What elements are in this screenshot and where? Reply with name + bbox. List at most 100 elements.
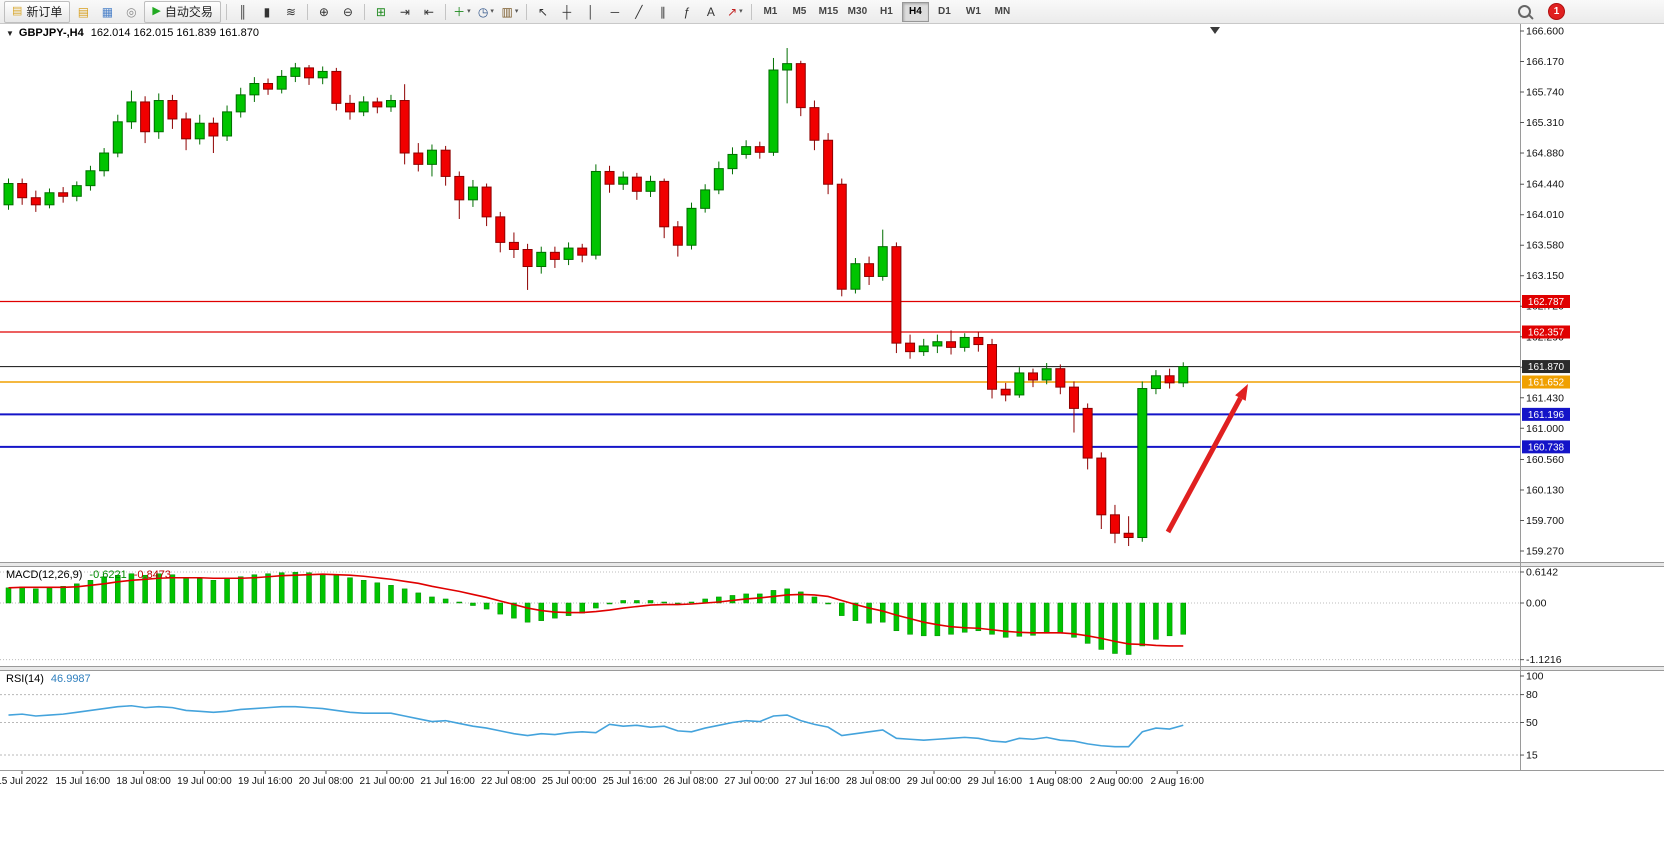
macd-histogram-bar	[920, 602, 927, 637]
arrows-tool-icon[interactable]: ↗ ▾	[727, 4, 743, 19]
macd-histogram-bar	[429, 596, 435, 604]
macd-histogram-bar	[552, 602, 558, 619]
candle-body	[454, 175, 465, 201]
auto-scroll-icon[interactable]: ⇥	[399, 4, 410, 19]
candle-body	[249, 82, 260, 96]
zoom-in-icon[interactable]: ⊕	[318, 4, 329, 19]
new-order-button[interactable]: ▤ 新订单	[4, 0, 71, 23]
profiles-icon[interactable]: ▦	[101, 4, 114, 19]
notification-badge[interactable]: 1	[1548, 3, 1565, 20]
macd-histogram-bar	[60, 586, 66, 604]
crosshair-tool-icon[interactable]: ┼	[562, 4, 572, 19]
timeframe-h4[interactable]: H4	[901, 1, 929, 22]
macd-histogram-bar	[852, 602, 859, 621]
price-chart[interactable]: 166.600 166.170 165.740 165.310 164.880 164.4…	[0, 24, 1664, 842]
macd-axis-label: 0.6142	[1526, 566, 1558, 578]
timeframe-m1[interactable]: M1	[763, 6, 778, 17]
price-axis[interactable]: 166.600 166.170 165.740 165.310 164.880 164.4…	[1520, 26, 1570, 558]
autotrading-button-label: 自动交易	[164, 5, 213, 19]
new-order-icon: ▤	[12, 5, 23, 17]
arrow-head	[1235, 384, 1248, 401]
macd-histogram-bar	[524, 602, 531, 623]
candle-body	[99, 152, 110, 172]
horizontal-level-lines[interactable]	[0, 300, 1520, 448]
timeframe-h1[interactable]: H1	[880, 6, 893, 17]
macd-histogram-bar	[825, 602, 831, 605]
macd-histogram-bar	[879, 602, 886, 623]
time-tick-label: 20 Jul 08:00	[299, 776, 354, 787]
candle-body	[17, 183, 28, 199]
vertical-line-tool-icon[interactable]: │	[587, 4, 595, 19]
channel-tool-icon[interactable]: ∥	[659, 4, 666, 19]
trend-arrow-annotation[interactable]	[1165, 384, 1248, 534]
time-tick-label: 21 Jul 16:00	[420, 776, 475, 787]
candle-body	[645, 180, 656, 192]
autotrading-play-icon: ▶	[152, 5, 161, 17]
price-tick-label: 161.000	[1526, 423, 1564, 435]
toolbar-separator	[525, 3, 527, 20]
candle-body	[741, 146, 752, 155]
candle-body	[1164, 375, 1175, 384]
candle-body	[1178, 366, 1189, 384]
macd-histogram-bar	[634, 600, 640, 604]
macd-axis-label: 0.00	[1526, 598, 1547, 610]
candle-body	[426, 149, 437, 165]
macd-histogram-bar	[975, 602, 982, 632]
macd-histogram-bar	[319, 573, 326, 604]
macd-histogram-bar	[33, 588, 39, 604]
time-tick-label: 2 Aug 00:00	[1090, 776, 1144, 787]
macd-histogram-bar	[483, 602, 490, 610]
timeframe-m15[interactable]: M15	[818, 6, 839, 17]
periods-clock-icon[interactable]: ◷ ▾	[477, 4, 494, 19]
indicators-add-icon[interactable]: ＋ ▾	[453, 4, 471, 19]
timeframe-w1[interactable]: W1	[965, 6, 981, 17]
help-center-icon[interactable]: ◎	[126, 4, 137, 19]
timeframe-m5[interactable]: M5	[792, 6, 807, 17]
macd-histogram-bar	[388, 585, 394, 604]
macd-histogram-bar	[866, 602, 872, 624]
macd-histogram-bar	[579, 602, 585, 614]
autotrading-button[interactable]: ▶ 自动交易	[144, 0, 221, 23]
candle-body	[358, 101, 369, 113]
candle-body	[549, 251, 560, 260]
trendline-tool-icon[interactable]: ╱	[635, 4, 643, 19]
time-tick-label: 25 Jul 00:00	[542, 776, 597, 787]
candle-body	[1150, 375, 1161, 390]
chart-shift-marker-icon[interactable]	[1210, 27, 1220, 34]
fibonacci-tool-icon[interactable]: ƒ	[683, 4, 691, 19]
search-button[interactable]	[1512, 1, 1536, 23]
time-tick-label: 19 Jul 00:00	[177, 776, 232, 787]
macd-histogram-bar	[1030, 602, 1036, 636]
price-tick-label: 161.430	[1526, 392, 1564, 404]
macd-histogram-bar	[729, 595, 736, 604]
candle-body	[631, 176, 642, 192]
templates-icon[interactable]: ▥ ▾	[501, 4, 519, 19]
macd-histogram-bar	[128, 573, 135, 604]
candle-body	[672, 226, 683, 246]
chart-templates-icon[interactable]: ▤	[77, 4, 90, 19]
text-tool-icon[interactable]: A	[706, 4, 715, 19]
candle-body	[167, 100, 178, 120]
zoom-out-icon[interactable]: ⊖	[342, 4, 353, 19]
candle-body	[604, 170, 615, 185]
timeframe-mn[interactable]: MN	[994, 6, 1011, 17]
timeframe-m30[interactable]: M30	[847, 6, 868, 17]
chart-area[interactable]: 166.600 166.170 165.740 165.310 164.880 164.4…	[0, 24, 1664, 842]
price-tick-label: 163.580	[1526, 240, 1564, 252]
macd-histogram-bar	[1098, 602, 1105, 650]
line-chart-mode-icon[interactable]: ≋	[285, 4, 296, 19]
time-tick-label: 22 Jul 08:00	[481, 776, 536, 787]
timeframe-d1[interactable]: D1	[938, 6, 951, 17]
bar-chart-mode-icon[interactable]: ║	[238, 4, 248, 19]
candle-body	[71, 185, 82, 197]
chart-shift-icon[interactable]: ⇤	[423, 4, 434, 19]
time-axis[interactable]: 15 Jul 2022 15 Jul 16:00 18 Jul 08:00 19 Ju…	[0, 771, 1204, 787]
macd-histogram-bar	[784, 588, 790, 604]
horizontal-line-tool-icon[interactable]: ─	[610, 4, 620, 19]
candlestick-mode-icon[interactable]: ▮	[263, 4, 271, 19]
candles	[3, 48, 1189, 547]
cursor-tool-icon[interactable]: ↖	[537, 4, 548, 19]
macd-axis-label: -1.1216	[1526, 654, 1562, 666]
candle-body	[3, 183, 14, 206]
tile-windows-icon[interactable]: ⊞	[375, 4, 386, 19]
